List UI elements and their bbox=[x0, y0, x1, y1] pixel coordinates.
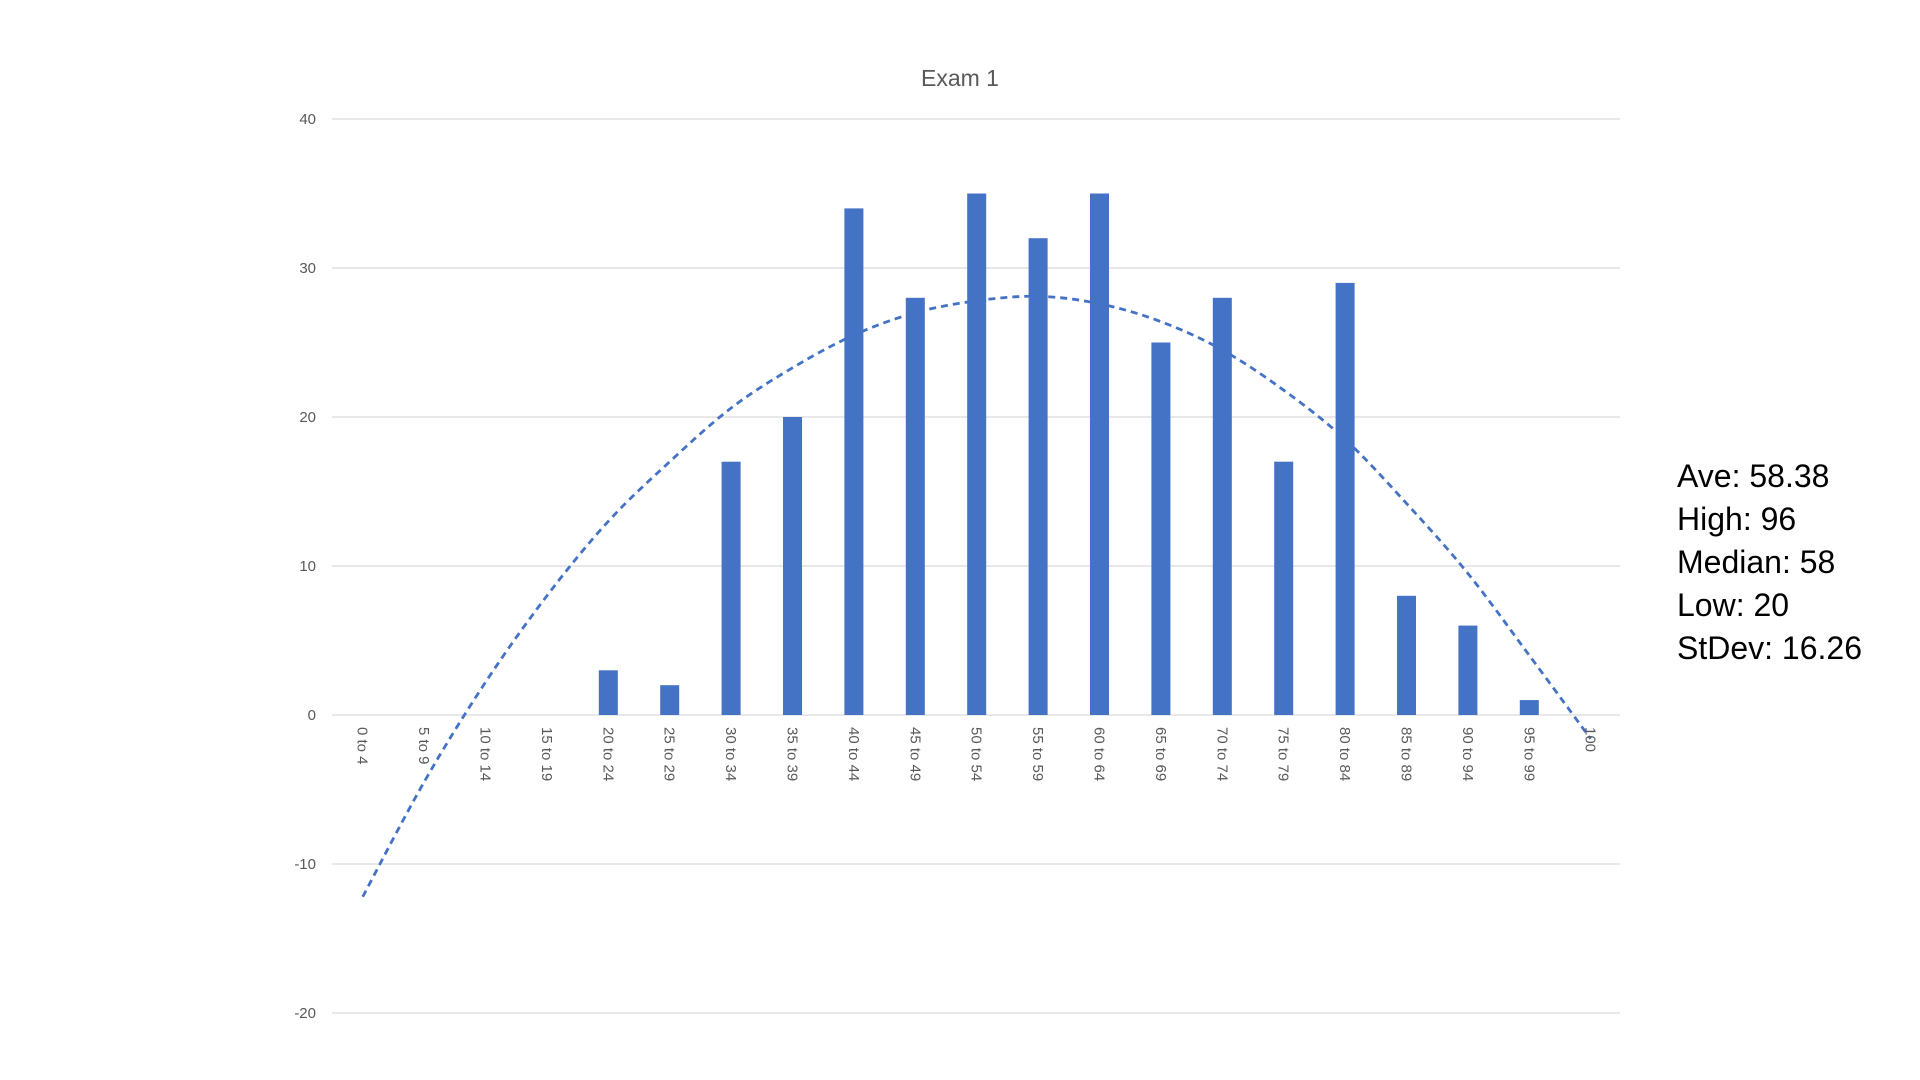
x-category-label: 85 to 89 bbox=[1398, 727, 1415, 781]
bar bbox=[967, 193, 987, 715]
y-axis-ticks: -20 -10 0 10 20 30 40 bbox=[294, 111, 316, 1022]
x-category-label: 40 to 44 bbox=[845, 727, 862, 781]
bar bbox=[905, 297, 925, 715]
y-tick-label: 0 bbox=[308, 707, 316, 724]
bar bbox=[721, 461, 741, 715]
bar bbox=[1274, 461, 1294, 715]
bar bbox=[1028, 238, 1048, 715]
trendline bbox=[361, 294, 1592, 898]
chart-title: Exam 1 bbox=[921, 65, 999, 91]
x-category-label: 25 to 29 bbox=[661, 727, 678, 781]
y-tick-label: 30 bbox=[299, 260, 316, 277]
stat-high: High: 96 bbox=[1677, 501, 1797, 537]
x-category-label: 45 to 49 bbox=[906, 727, 923, 781]
stat-average: Ave: 58.38 bbox=[1677, 458, 1830, 494]
x-category-label: 30 to 34 bbox=[722, 727, 739, 781]
bars bbox=[598, 193, 1539, 715]
y-tick-label: 10 bbox=[299, 558, 316, 575]
bar bbox=[1151, 342, 1171, 715]
stat-low: Low: 20 bbox=[1677, 587, 1790, 623]
x-category-label: 80 to 84 bbox=[1336, 727, 1353, 781]
x-category-label: 0 to 4 bbox=[354, 727, 371, 765]
x-category-label: 5 to 9 bbox=[415, 727, 432, 765]
x-category-label: 70 to 74 bbox=[1213, 727, 1230, 781]
bar bbox=[783, 417, 802, 715]
x-category-label: 100 bbox=[1582, 727, 1599, 752]
x-category-label: 10 to 14 bbox=[477, 727, 494, 781]
bar bbox=[1519, 700, 1539, 715]
bar bbox=[1397, 595, 1416, 715]
x-category-label: 50 to 54 bbox=[968, 727, 985, 781]
x-category-label: 20 to 24 bbox=[599, 727, 616, 781]
x-category-label: 75 to 79 bbox=[1275, 727, 1292, 781]
bar bbox=[1458, 625, 1478, 715]
x-category-label: 60 to 64 bbox=[1091, 727, 1108, 781]
bar bbox=[1212, 297, 1232, 715]
stats-panel: Ave: 58.38 High: 96 Median: 58 Low: 20 S… bbox=[1677, 455, 1862, 670]
y-tick-label: 20 bbox=[299, 409, 316, 426]
bar bbox=[660, 685, 680, 715]
x-category-label: 55 to 59 bbox=[1029, 727, 1046, 781]
x-category-label: 95 to 99 bbox=[1520, 727, 1537, 781]
x-category-label: 65 to 69 bbox=[1152, 727, 1169, 781]
y-tick-label: 40 bbox=[299, 111, 316, 128]
bar bbox=[844, 208, 864, 715]
y-tick-label: -20 bbox=[294, 1005, 316, 1022]
x-category-label: 35 to 39 bbox=[784, 727, 801, 781]
stat-median: Median: 58 bbox=[1677, 544, 1836, 580]
x-category-label: 15 to 19 bbox=[538, 727, 555, 781]
bar bbox=[1090, 193, 1109, 715]
bar bbox=[1335, 282, 1355, 715]
bar bbox=[598, 670, 618, 715]
y-tick-label: -10 bbox=[294, 856, 316, 873]
x-category-label: 90 to 94 bbox=[1459, 727, 1476, 781]
x-axis-labels: 0 to 4 5 to 9 10 to 14 15 to 19 20 to 24 25 t… bbox=[354, 727, 1599, 781]
stat-stdev: StDev: 16.26 bbox=[1677, 630, 1862, 666]
